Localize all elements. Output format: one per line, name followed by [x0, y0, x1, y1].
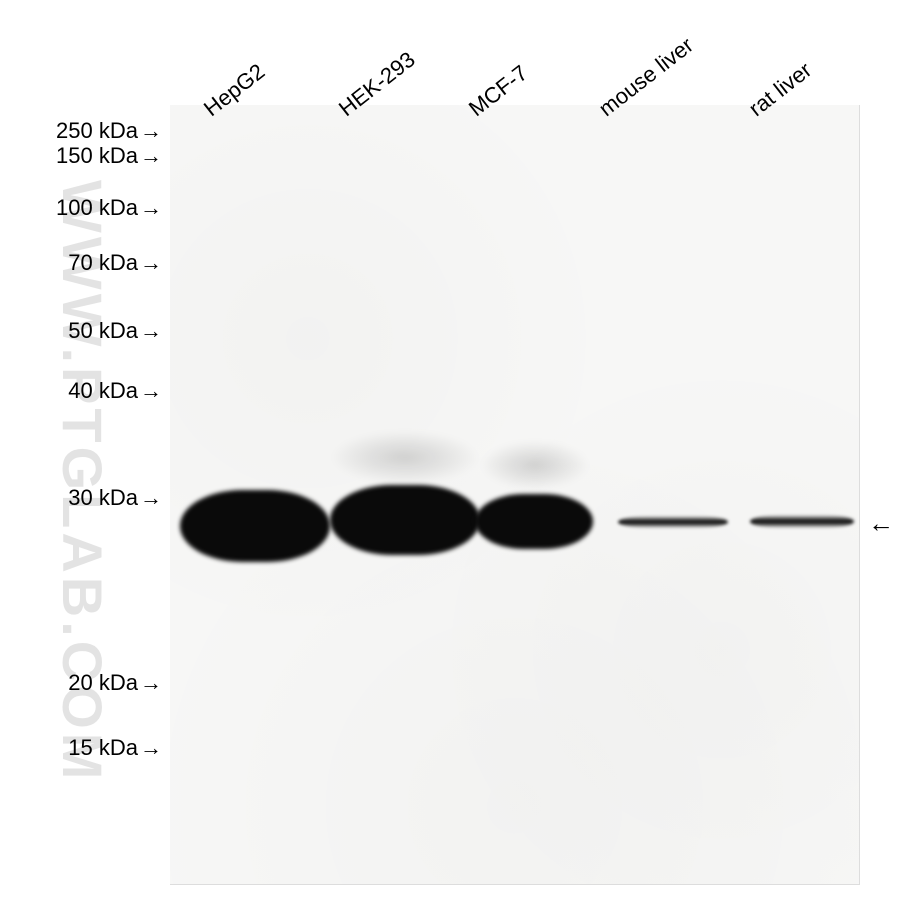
- arrow-right-icon: →: [140, 195, 162, 221]
- mw-marker: 50 kDa→: [34, 318, 162, 344]
- figure-container: WWW.PTGLAB.COM HepG2 HEK-293 MCF-7 mouse…: [0, 0, 900, 903]
- mw-marker: 250 kDa→: [22, 118, 162, 144]
- mw-text: 20 kDa: [68, 670, 138, 695]
- band-weak: [618, 516, 728, 528]
- arrow-right-icon: →: [140, 378, 162, 404]
- arrow-right-icon: →: [140, 118, 162, 144]
- mw-marker: 30 kDa→: [34, 485, 162, 511]
- band-strong: [475, 494, 593, 549]
- mw-marker: 40 kDa→: [34, 378, 162, 404]
- mw-text: 150 kDa: [56, 143, 138, 168]
- arrow-right-icon: →: [140, 143, 162, 169]
- band-indicator-arrow-icon: ←: [868, 508, 894, 539]
- mw-text: 50 kDa: [68, 318, 138, 343]
- arrow-right-icon: →: [140, 250, 162, 276]
- mw-marker: 150 kDa→: [22, 143, 162, 169]
- mw-text: 100 kDa: [56, 195, 138, 220]
- mw-marker: 15 kDa→: [34, 735, 162, 761]
- mw-text: 15 kDa: [68, 735, 138, 760]
- mw-text: 250 kDa: [56, 118, 138, 143]
- arrow-right-icon: →: [140, 735, 162, 761]
- band-strong: [330, 485, 480, 555]
- blot-smudge: [330, 430, 480, 485]
- mw-marker: 70 kDa→: [34, 250, 162, 276]
- mw-text: 30 kDa: [68, 485, 138, 510]
- mw-text: 70 kDa: [68, 250, 138, 275]
- arrow-right-icon: →: [140, 670, 162, 696]
- mw-text: 40 kDa: [68, 378, 138, 403]
- arrow-right-icon: →: [140, 485, 162, 511]
- arrow-right-icon: →: [140, 318, 162, 344]
- band-strong: [180, 490, 330, 562]
- blot-smudge: [480, 440, 590, 490]
- mw-marker: 20 kDa→: [34, 670, 162, 696]
- mw-marker: 100 kDa→: [22, 195, 162, 221]
- band-weak: [750, 515, 854, 528]
